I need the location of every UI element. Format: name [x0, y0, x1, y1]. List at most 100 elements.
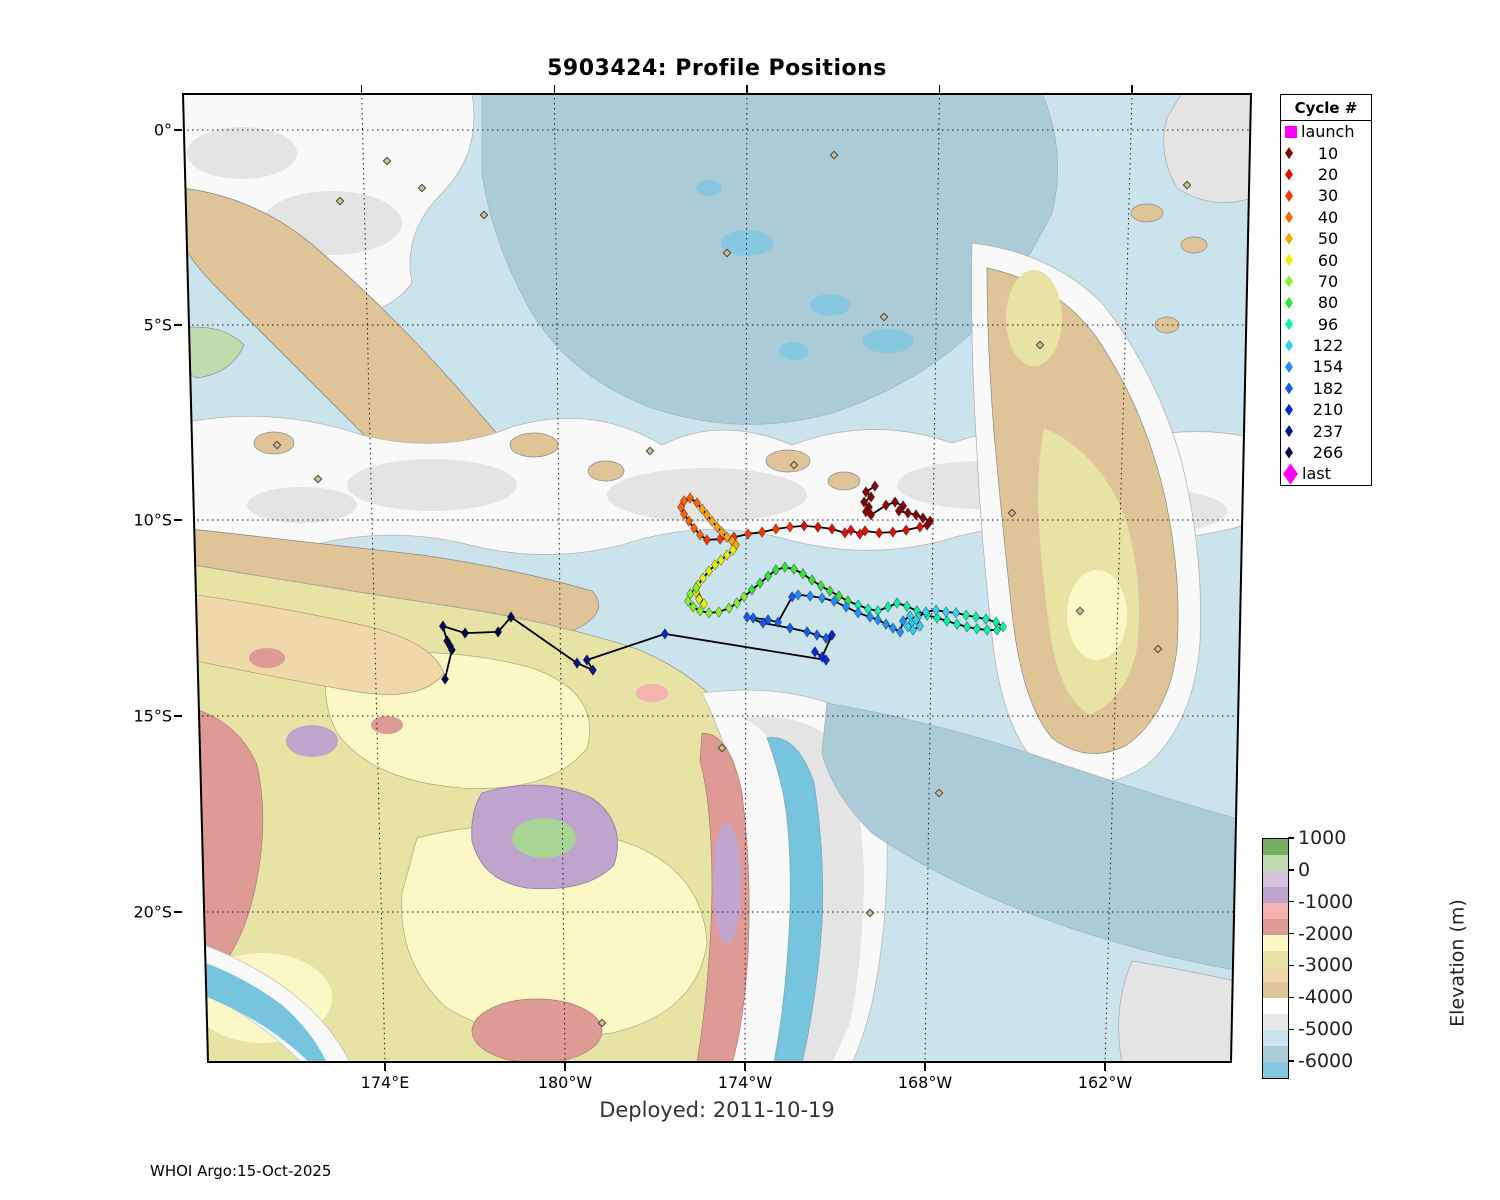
gridline — [744, 94, 748, 1062]
seamount-icon — [382, 156, 392, 166]
profile-position-marker — [888, 526, 897, 538]
green-core — [512, 818, 576, 858]
colorbar-segment — [1263, 870, 1288, 887]
legend-item: 60 — [1281, 249, 1371, 270]
profile-position-marker — [704, 607, 714, 619]
profile-position-marker — [447, 644, 456, 656]
profile-position-marker — [899, 500, 908, 512]
legend-item: 210 — [1281, 399, 1371, 420]
profile-position-marker — [866, 611, 875, 623]
colorbar-segment — [1263, 934, 1288, 951]
profile-position-marker — [866, 509, 876, 521]
legend-item: last — [1281, 463, 1371, 485]
y-tick-label: 0° — [153, 120, 172, 140]
deep-spot — [779, 342, 809, 360]
colorbar-segment — [1263, 1014, 1288, 1031]
gray-patch — [347, 459, 517, 511]
island — [587, 460, 625, 482]
profile-position-marker — [842, 601, 851, 613]
profile-position-marker — [813, 521, 822, 533]
x-tick-mark-top — [746, 85, 748, 93]
profile-position-marker — [695, 605, 705, 617]
map-canvas — [182, 93, 1252, 1063]
graticule — [183, 94, 1251, 1062]
profile-position-marker — [905, 610, 915, 622]
colorbar-axis-label: Elevation (m) — [1446, 899, 1469, 1027]
profile-position-marker — [728, 544, 738, 556]
colorbar-tick-mark — [1288, 964, 1294, 967]
profile-position-marker — [866, 491, 876, 503]
legend-item-label: 266 — [1312, 443, 1344, 463]
colorbar-segment — [1263, 950, 1288, 967]
legend-item: 70 — [1281, 271, 1371, 292]
profile-position-marker — [582, 654, 591, 666]
profile-position-marker — [683, 595, 693, 607]
deep-spot — [696, 180, 722, 196]
profile-position-marker — [722, 549, 732, 561]
y-tick-label: 5°S — [143, 315, 172, 335]
island — [1130, 203, 1164, 223]
cycle-marker-icon — [1285, 318, 1293, 331]
legend-item: 122 — [1281, 335, 1371, 356]
colorbar-segment — [1263, 886, 1288, 903]
profile-position-marker — [903, 507, 912, 519]
profile-position-marker — [789, 563, 798, 575]
profile-position-marker — [758, 617, 768, 629]
profile-position-marker — [692, 497, 702, 509]
colorbar-tick-mark — [1288, 1028, 1294, 1030]
colorbar-segment — [1263, 1046, 1288, 1063]
profile-position-marker — [710, 559, 720, 571]
legend-item-label: 30 — [1317, 186, 1339, 206]
cycle-marker-icon — [1285, 275, 1293, 288]
cycle-marker-icon — [1285, 425, 1293, 438]
profile-position-marker — [827, 523, 837, 535]
profile-position-marker — [932, 612, 942, 624]
legend-item-label: 210 — [1312, 400, 1344, 420]
profile-position-marker — [911, 614, 921, 626]
profile-position-marker — [572, 657, 582, 669]
seamount-icon — [1182, 180, 1192, 190]
x-tick-mark — [564, 1063, 566, 1071]
tonga-trench — [766, 737, 824, 1062]
profile-position-marker — [692, 582, 701, 594]
profile-position-marker — [918, 512, 927, 524]
east-ridge-north — [1006, 270, 1062, 366]
profile-position-marker — [881, 618, 891, 630]
profile-position-marker — [810, 646, 819, 658]
seamount-icon — [865, 908, 875, 918]
y-tick-label: 15°S — [133, 706, 172, 726]
profile-position-marker — [788, 591, 797, 603]
seamount-icon — [645, 446, 655, 456]
legend-item-label: 70 — [1317, 271, 1339, 291]
colorbar-tick-label: -4000 — [1298, 986, 1354, 1009]
profile-position-marker — [941, 606, 951, 618]
elevation-colorbar — [1262, 838, 1289, 1079]
legend-item: 40 — [1281, 207, 1371, 228]
y-tick-mark — [174, 911, 182, 913]
legend-item-label: 50 — [1317, 229, 1339, 249]
profile-position-marker — [707, 515, 717, 527]
profile-position-marker — [998, 621, 1008, 633]
profile-position-marker — [855, 528, 864, 540]
east-ridge-shallow — [1067, 570, 1127, 660]
profile-position-marker — [983, 624, 992, 636]
colorbar-segment — [1263, 854, 1288, 871]
cycle-marker-icon — [1285, 446, 1293, 459]
profile-position-marker — [899, 615, 908, 627]
colorbar-tick-label: -3000 — [1298, 954, 1354, 977]
y-tick-label: 20°S — [133, 902, 172, 922]
cycle-marker-icon — [1285, 211, 1293, 224]
gray-patch — [187, 127, 297, 179]
float-trajectory — [438, 480, 1008, 685]
profile-position-marker — [972, 622, 981, 635]
profile-position-marker — [902, 600, 912, 613]
se-gray — [1118, 960, 1251, 1062]
legend-item: 50 — [1281, 228, 1371, 249]
profile-position-marker — [894, 505, 903, 517]
profile-position-marker — [992, 624, 1002, 636]
credit-text: WHOI Argo:15-Oct-2025 — [150, 1162, 332, 1180]
profile-position-marker — [816, 580, 825, 592]
colorbar-segment — [1263, 1030, 1288, 1047]
seamounts — [272, 150, 1192, 1028]
profile-position-marker — [893, 597, 902, 609]
